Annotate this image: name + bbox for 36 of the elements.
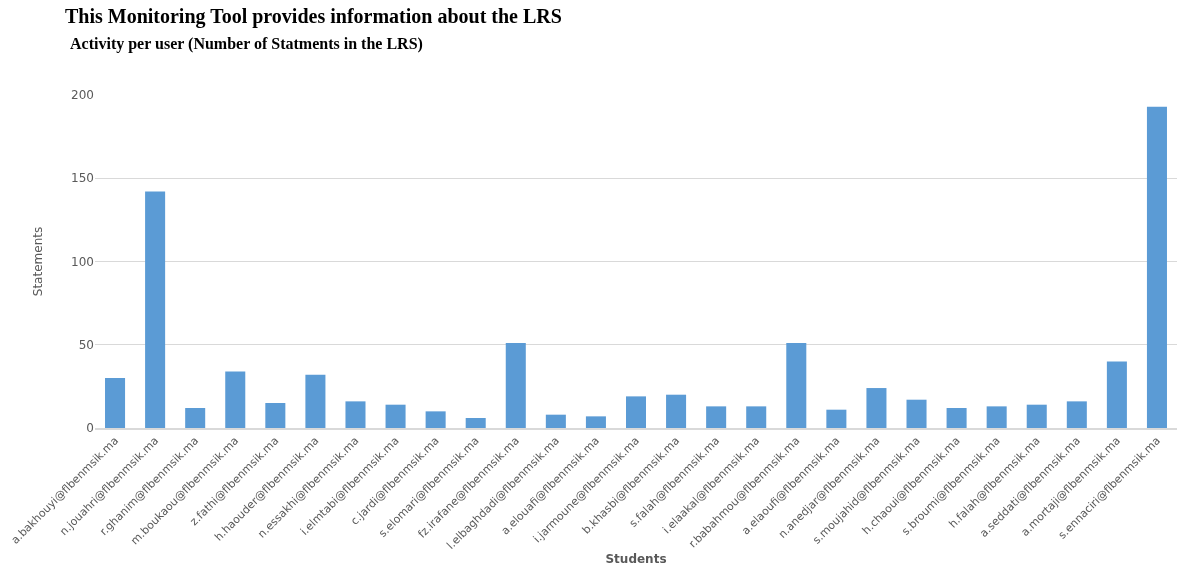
bar (1026, 404, 1047, 428)
bar (946, 408, 967, 428)
bar (265, 403, 286, 428)
bar (666, 394, 687, 428)
bar (826, 409, 847, 428)
bar (746, 406, 767, 428)
bar (1146, 106, 1167, 428)
bar (906, 399, 927, 428)
bar (185, 408, 206, 428)
y-tick-label: 0 (86, 421, 94, 436)
bar (706, 406, 727, 428)
chart-subtitle: Activity per user (Number of Statments in the LRS) (70, 35, 423, 53)
y-tick-label: 100 (71, 254, 94, 269)
bar (305, 374, 326, 428)
bar (585, 416, 606, 428)
x-axis-title: Students (605, 552, 667, 567)
bar (425, 411, 446, 428)
bar (465, 418, 486, 428)
bar (1106, 361, 1127, 428)
y-tick-label: 200 (71, 88, 94, 103)
bar (545, 414, 566, 428)
bar (145, 191, 166, 428)
bar (866, 388, 887, 428)
bar (505, 343, 526, 428)
bar (786, 343, 807, 428)
bar (625, 396, 647, 428)
bar (385, 404, 406, 428)
y-axis-title: Statements (31, 226, 46, 297)
chart-title: This Monitoring Tool provides information about the LRS (64, 4, 562, 28)
bar (1066, 401, 1087, 428)
bar (345, 401, 366, 428)
bar (105, 378, 126, 428)
bar (986, 406, 1007, 428)
y-tick-label: 50 (78, 337, 94, 352)
y-tick-label: 150 (71, 171, 94, 186)
bar (225, 371, 246, 428)
